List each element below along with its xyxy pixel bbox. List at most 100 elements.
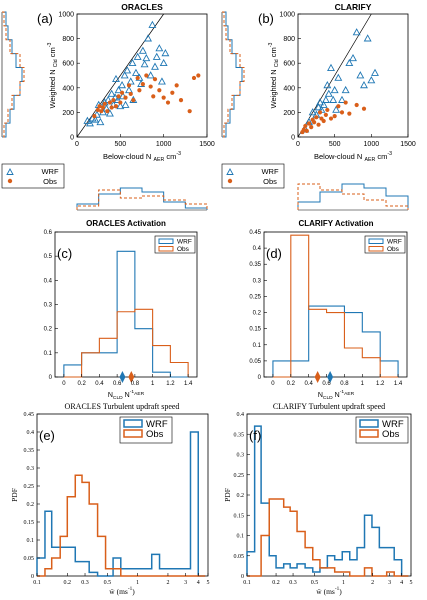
wrf-point xyxy=(345,58,354,67)
wrf-point xyxy=(151,62,159,70)
obs-point xyxy=(170,90,175,95)
wrf-point xyxy=(138,46,147,54)
histogram-panel-e: 0.1 0.2 0.3 0.5 1 2 3 4 5 0 0.05 0.1 0.15 0.2 0.25 0.3 0… xyxy=(24,412,210,586)
obs-point xyxy=(119,90,125,95)
marginal-bottom-a xyxy=(76,187,208,211)
legend-obs-label: Obs xyxy=(177,246,190,253)
wrf-point xyxy=(161,49,170,57)
legend-wrf-label: WRF xyxy=(41,167,58,176)
obs-point xyxy=(157,88,162,93)
obs-point xyxy=(312,120,317,125)
wrf-point xyxy=(121,100,130,108)
y-tick-label: 0.1 xyxy=(44,351,53,357)
obs-point xyxy=(116,94,121,99)
x-tick-label: 1 xyxy=(361,381,365,387)
y-tick-label: 200 xyxy=(283,110,295,117)
x-tick-label: 5 xyxy=(207,580,210,586)
obs-point xyxy=(323,112,328,117)
y-tick-label: 0.05 xyxy=(234,554,245,560)
activation-x-axis-label-d: NCLD N-1AER xyxy=(318,389,355,401)
legend-box xyxy=(221,163,285,189)
panel-label: (c) xyxy=(57,246,72,261)
y-tick-label: 0.2 xyxy=(44,327,53,333)
obs-point xyxy=(314,115,319,120)
y-tick-label: 800 xyxy=(62,36,74,43)
obs-point xyxy=(137,88,142,93)
x-tick-label: 1000 xyxy=(364,141,380,148)
one-to-one-line xyxy=(76,13,164,138)
obs-mean-marker xyxy=(128,371,135,383)
wrf-point xyxy=(363,34,372,42)
obs-point xyxy=(328,116,334,121)
marginal-wrf-step xyxy=(76,187,208,210)
histogram-panel-c: 0 0.2 0.4 0.6 0.8 1 1.2 1.4 0 0.1 0.2 0.3 0.4 0.5 0.6 (… xyxy=(44,230,198,387)
x-tick-label: 0.5 xyxy=(311,580,319,586)
y-tick-label: 600 xyxy=(62,61,74,68)
obs-point xyxy=(135,75,140,81)
marginal-obs-step xyxy=(76,189,208,210)
obs-point xyxy=(165,100,171,105)
marginal-left-a xyxy=(1,11,25,138)
legend-wrf-label: WRF xyxy=(261,167,278,176)
legend-obs-marker xyxy=(227,178,233,184)
legend-wrf-swatch xyxy=(368,238,384,244)
legend-wrf-label: WRF xyxy=(387,239,402,246)
y-tick-label: 0 xyxy=(70,135,74,142)
panel-title: ORACLES xyxy=(121,2,163,12)
obs-point xyxy=(95,107,100,113)
wrf-point xyxy=(321,95,330,103)
wrf-point xyxy=(316,98,324,106)
x-tick-label: 2 xyxy=(371,580,374,586)
wrf-point xyxy=(96,117,105,126)
x-tick-label: 4 xyxy=(400,580,403,586)
x-tick-label: 0 xyxy=(296,141,300,148)
scatter-y-axis-label: Weighted N Cld cm-3 xyxy=(268,43,280,109)
x-tick-label: 0.1 xyxy=(33,580,41,586)
legend-obs-label: Obs xyxy=(146,429,164,440)
obs-point xyxy=(111,98,116,103)
obs-point xyxy=(339,110,345,115)
obs-point xyxy=(118,100,123,105)
x-tick-label: 1.2 xyxy=(166,381,175,387)
x-tick-label: 1 xyxy=(342,580,345,586)
x-tick-label: 0.2 xyxy=(77,381,86,387)
wrf-point xyxy=(133,52,142,60)
wrf-point xyxy=(332,105,341,113)
obs-point xyxy=(151,94,156,99)
legend-obs-swatch xyxy=(123,429,143,438)
x-tick-label: 500 xyxy=(329,141,341,148)
wrf-point xyxy=(314,103,323,111)
x-tick-label: 1500 xyxy=(199,141,215,148)
y-tick-label: 0.4 xyxy=(237,412,245,418)
y-tick-label: 1000 xyxy=(58,12,74,19)
obs-point xyxy=(354,102,359,108)
marginal-wrf-step xyxy=(297,183,409,210)
obs-point xyxy=(113,104,119,109)
legend-obs-marker xyxy=(7,178,13,184)
y-tick-label: 1000 xyxy=(279,12,295,19)
plot-frame xyxy=(297,13,409,138)
panel-label: (d) xyxy=(266,246,282,261)
y-tick-label: 0.3 xyxy=(237,453,245,459)
y-tick-label: 0.45 xyxy=(24,412,35,418)
obs-point xyxy=(306,121,312,126)
y-tick-label: 0.2 xyxy=(237,493,245,499)
y-tick-label: 0.1 xyxy=(237,534,245,540)
marginal-left-b xyxy=(221,11,245,138)
wrf-point xyxy=(329,95,338,103)
marginal-wrf-step xyxy=(222,11,243,138)
wrf-point xyxy=(334,73,343,81)
x-tick-label: 0.3 xyxy=(81,580,89,586)
y-tick-label: 400 xyxy=(283,85,295,92)
x-tick-label: 2 xyxy=(166,580,169,586)
obs-point xyxy=(343,100,348,105)
wrf-point xyxy=(323,81,332,89)
y-tick-label: 0.25 xyxy=(249,294,261,300)
wrf-point xyxy=(86,119,94,127)
obs-point xyxy=(187,109,192,114)
scatter-x-axis-label: Below-cloud N AER cm-3 xyxy=(103,151,181,163)
wrf-point xyxy=(330,85,339,94)
y-tick-label: 0.45 xyxy=(249,230,261,236)
